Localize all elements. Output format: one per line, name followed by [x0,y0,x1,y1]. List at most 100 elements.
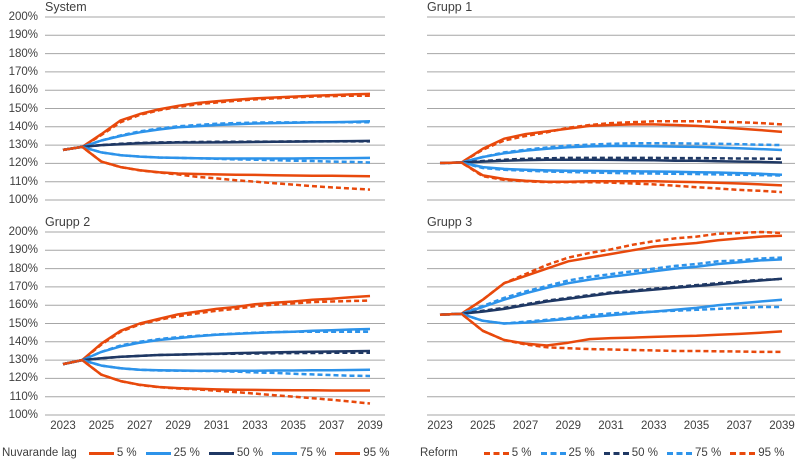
y-tick-label: 110% [9,175,38,188]
legend-line-swatch [208,451,234,455]
legend-line-swatch [272,451,298,455]
series-reform-75 [439,142,783,165]
series-reform-95 [439,230,783,316]
series-reform-50 [62,351,370,366]
legend-group-name: Reform [420,447,458,459]
legend-item-dashed-5: 5 % [483,447,532,459]
x-tick-label: 2033 [242,420,268,432]
x-tick-label: 2025 [88,420,115,432]
y-tick-label: 110% [9,390,38,403]
legend-item-label: 5 % [116,447,137,459]
legend-item-dashed-75: 75 % [666,447,722,459]
series-nuvarande-lag-5 [62,145,371,178]
series-reform-5 [62,145,371,191]
y-tick-label: 120% [8,372,38,385]
y-tick-label: 170% [8,65,38,78]
series-reform-75 [439,256,783,316]
series-nuvarande-lag-25 [62,358,371,372]
y-tick-label: 130% [8,139,38,152]
legend-item-dashed-50: 50 % [603,447,658,459]
x-tick-label: 2027 [126,420,153,432]
legend-item-label: 75 % [300,447,327,459]
legend: Nuvarande lag 5 % 25 % 50 % 75 % 95 % Reform… [0,443,799,463]
legend-item-solid-95: 95 % [335,447,390,459]
panel-grupp-3: Grupp 3 2023 2025 2027 2029 2031 2033 2035 2037… [399,215,799,440]
x-tick-label: 2035 [683,420,710,432]
x-tick-label: 2025 [469,420,496,432]
series-nuvarande-lag-25 [62,145,371,160]
x-tick-label: 2039 [357,420,383,432]
y-tick-label: 200% [8,226,38,238]
series-reform-25 [439,161,783,177]
series-reform-50 [62,140,370,152]
legend-line-swatch [730,451,756,455]
series-reform-50 [439,277,783,316]
series-nuvarande-lag-95 [439,123,783,165]
y-tick-label: 100% [8,194,38,206]
panel-title-system: System [45,0,87,14]
panel-grupp-1: Grupp 1 [399,0,799,215]
y-tick-label: 180% [8,47,38,60]
x-tick-label: 2023 [50,420,76,432]
panel-grupp-2: Grupp 2 200% 190% 180% 170% 160% 150% 140% 130%… [0,215,399,440]
legend-group-nuvarande-lag: Nuvarande lag 5 % 25 % 50 % 75 % 95 % [2,443,399,463]
y-tick-label: 150% [8,102,38,115]
y-tick-label: 200% [8,11,38,23]
series-reform-25 [62,145,371,164]
y-tick-label: 190% [8,29,38,42]
legend-group-name: Nuvarande lag [2,447,77,459]
series-reform-25 [439,305,782,325]
legend-item-label: 5 % [511,447,532,459]
y-tick-label: 160% [8,299,38,312]
y-tick-label: 150% [8,317,38,330]
y-tick-label: 120% [8,157,38,170]
legend-line-swatch [88,451,114,455]
series-nuvarande-lag-75 [439,258,783,316]
y-tick-label: 170% [8,280,38,293]
series-reform-95 [62,299,371,366]
y-tick-label: 160% [8,84,38,97]
legend-line-swatch [603,451,629,455]
panel-title-grupp-1: Grupp 1 [427,0,473,14]
panel-title-grupp-3: Grupp 3 [427,215,473,229]
x-tick-label: 2029 [555,420,582,432]
series-nuvarande-lag-5 [439,161,783,187]
series-nuvarande-lag-5 [439,312,783,347]
chart-plot-area [45,16,385,201]
legend-item-label: 50 % [631,447,658,459]
series-reform-95 [62,94,370,152]
legend-group-reform: Reform 5 % 25 % 50 % 75 % 95 % [420,443,793,463]
legend-item-solid-75: 75 % [272,447,326,459]
legend-item-solid-50: 50 % [208,447,263,459]
series-reform-50 [439,156,783,165]
x-tick-label: 2039 [769,420,795,432]
series-nuvarande-lag-5 [62,358,370,392]
x-tick-label: 2037 [318,420,345,432]
legend-line-swatch [666,451,692,455]
legend-line-swatch [540,451,566,455]
y-tick-label: 180% [8,262,38,275]
series-reform-5 [439,312,782,354]
series-reform-75 [62,120,370,152]
x-tick-label: 2037 [726,420,753,432]
panel-title-grupp-2: Grupp 2 [45,215,91,229]
y-tick-label: 130% [8,354,38,367]
legend-item-label: 25 % [568,447,595,459]
legend-item-label: 75 % [694,447,722,459]
y-tick-label: 140% [8,120,38,133]
series-reform-75 [62,330,370,366]
x-tick-label: 2029 [165,420,191,432]
series-reform-95 [439,120,783,165]
legend-line-swatch [335,451,361,455]
chart-plot-area [427,230,795,416]
x-tick-label: 2023 [427,420,453,432]
legend-item-solid-5: 5 % [88,447,137,459]
legend-item-label: 25 % [173,447,200,459]
legend-line-swatch [145,451,171,455]
legend-item-label: 95 % [758,447,785,459]
x-tick-label: 2033 [640,420,667,432]
y-tick-label: 140% [8,335,38,348]
legend-line-swatch [483,451,509,455]
legend-item-label: 95 % [363,447,390,459]
